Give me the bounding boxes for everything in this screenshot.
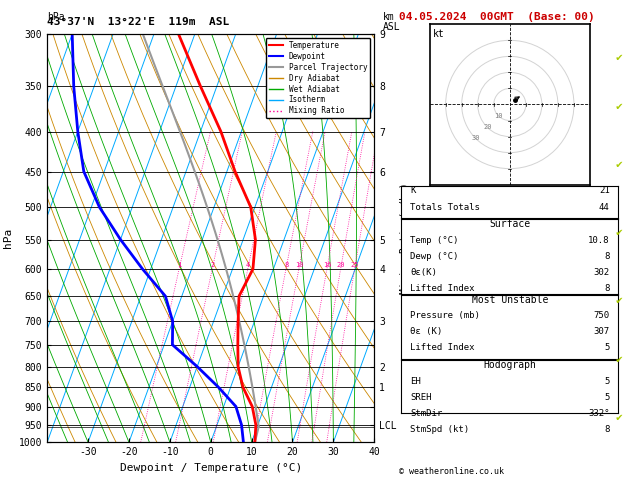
- Text: 20: 20: [337, 261, 345, 268]
- Text: ✔: ✔: [616, 53, 623, 63]
- Text: 04.05.2024  00GMT  (Base: 00): 04.05.2024 00GMT (Base: 00): [399, 12, 595, 22]
- Text: Lifted Index: Lifted Index: [410, 344, 474, 352]
- Text: 302: 302: [594, 268, 610, 277]
- Y-axis label: hPa: hPa: [3, 228, 13, 248]
- Text: 8: 8: [604, 252, 610, 260]
- Text: StmSpd (kt): StmSpd (kt): [410, 425, 469, 434]
- Legend: Temperature, Dewpoint, Parcel Trajectory, Dry Adiabat, Wet Adiabat, Isotherm, Mi: Temperature, Dewpoint, Parcel Trajectory…: [266, 38, 370, 119]
- Text: SREH: SREH: [410, 393, 431, 401]
- Text: Totals Totals: Totals Totals: [410, 203, 480, 211]
- Text: 0: 0: [604, 300, 610, 309]
- Text: θε (K): θε (K): [410, 328, 442, 336]
- Text: 43°37'N  13°22'E  119m  ASL: 43°37'N 13°22'E 119m ASL: [47, 17, 230, 27]
- Text: 0: 0: [604, 360, 610, 368]
- Text: PW (cm): PW (cm): [410, 219, 448, 227]
- Text: 10.8: 10.8: [588, 236, 610, 244]
- Text: 1.98: 1.98: [588, 219, 610, 227]
- Text: 750: 750: [594, 312, 610, 320]
- Text: 8: 8: [604, 425, 610, 434]
- Text: Hodograph: Hodograph: [483, 360, 537, 370]
- Text: © weatheronline.co.uk: © weatheronline.co.uk: [399, 467, 504, 476]
- Text: StmDir: StmDir: [410, 409, 442, 417]
- Text: hPa: hPa: [47, 12, 65, 22]
- Text: Lifted Index: Lifted Index: [410, 284, 474, 293]
- Text: 5: 5: [604, 377, 610, 385]
- Text: CIN (J): CIN (J): [410, 316, 448, 325]
- Text: ✔: ✔: [616, 355, 623, 364]
- Text: 332°: 332°: [588, 409, 610, 417]
- Text: ✔: ✔: [616, 102, 623, 112]
- X-axis label: Dewpoint / Temperature (°C): Dewpoint / Temperature (°C): [120, 463, 302, 473]
- Text: 5: 5: [604, 393, 610, 401]
- Text: ✔: ✔: [616, 160, 623, 170]
- Text: Most Unstable: Most Unstable: [472, 295, 548, 305]
- Text: Temp (°C): Temp (°C): [410, 236, 459, 244]
- Text: Dewp (°C): Dewp (°C): [410, 252, 459, 260]
- Text: ✔: ✔: [616, 413, 623, 423]
- Text: 44: 44: [599, 203, 610, 211]
- Text: 20: 20: [483, 124, 492, 130]
- Text: 0: 0: [604, 376, 610, 384]
- Text: 1: 1: [177, 261, 182, 268]
- Text: 5: 5: [604, 344, 610, 352]
- Text: 0: 0: [604, 316, 610, 325]
- Text: 2: 2: [211, 261, 214, 268]
- Text: CAPE (J): CAPE (J): [410, 300, 453, 309]
- Text: km
ASL: km ASL: [383, 12, 401, 32]
- Text: 21: 21: [599, 187, 610, 195]
- Text: 16: 16: [323, 261, 331, 268]
- Text: 10: 10: [295, 261, 303, 268]
- Text: 8: 8: [604, 284, 610, 293]
- Y-axis label: Mixing Ratio (g/kg): Mixing Ratio (g/kg): [399, 182, 409, 294]
- Text: kt: kt: [433, 29, 445, 39]
- Text: CIN (J): CIN (J): [410, 376, 448, 384]
- Text: K: K: [410, 187, 415, 195]
- Text: ✔: ✔: [616, 296, 623, 306]
- Text: θε(K): θε(K): [410, 268, 437, 277]
- Text: Surface: Surface: [489, 219, 530, 229]
- Text: CAPE (J): CAPE (J): [410, 360, 453, 368]
- Text: EH: EH: [410, 377, 421, 385]
- Text: 30: 30: [472, 135, 481, 141]
- Text: 4: 4: [246, 261, 250, 268]
- Text: 8: 8: [284, 261, 288, 268]
- Text: 307: 307: [594, 328, 610, 336]
- Text: 10: 10: [494, 113, 503, 119]
- Text: Pressure (mb): Pressure (mb): [410, 312, 480, 320]
- Text: ✔: ✔: [616, 228, 623, 238]
- Text: 25: 25: [350, 261, 359, 268]
